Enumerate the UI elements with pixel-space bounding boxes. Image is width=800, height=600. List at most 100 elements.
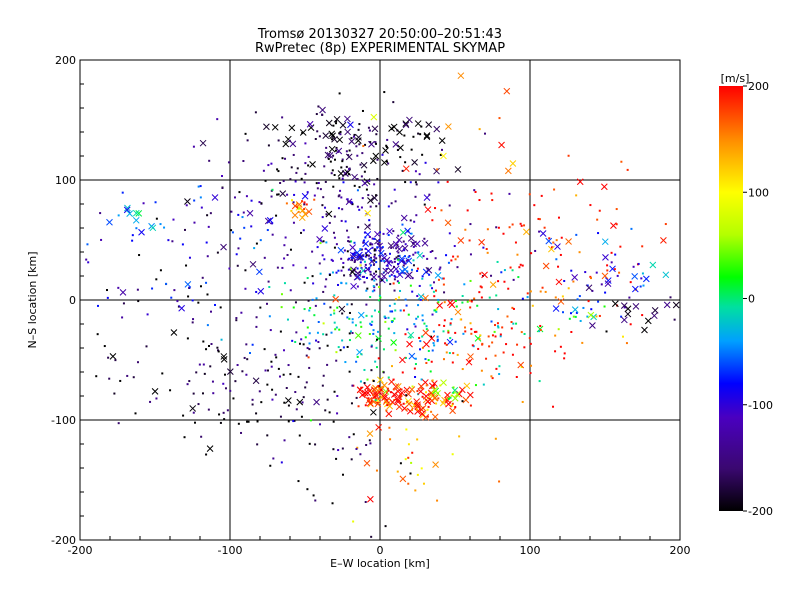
data-point-dot <box>423 203 426 206</box>
data-point-dot <box>401 371 404 374</box>
data-point-dot <box>336 394 339 397</box>
data-point-cross <box>288 124 296 132</box>
data-point-dot <box>283 439 286 442</box>
data-point-dot <box>480 369 483 372</box>
data-point-dot <box>432 330 435 333</box>
plot-area: -200 -100 0 100 200 -200 -100 0 100 200 <box>51 54 690 557</box>
data-point-cross <box>405 400 413 408</box>
data-point-cross <box>408 352 416 360</box>
data-point-dot <box>456 255 459 258</box>
data-point-cross <box>517 361 525 369</box>
data-point-dot <box>448 232 451 235</box>
data-point-dot <box>191 299 194 302</box>
data-point-dot <box>258 201 261 204</box>
data-point-dot <box>286 253 289 256</box>
data-point-dot <box>374 360 377 363</box>
data-point-dot <box>589 204 592 207</box>
data-point-cross <box>536 325 544 333</box>
data-point-dot <box>307 356 310 359</box>
data-point-dot <box>370 345 373 348</box>
data-point-dot <box>415 214 418 217</box>
data-point-dot <box>353 133 356 136</box>
data-point-dot <box>568 317 571 320</box>
data-point-dot <box>407 482 410 485</box>
data-point-dot <box>503 280 506 283</box>
data-point-dot <box>391 310 394 313</box>
data-point-dot <box>296 167 299 170</box>
data-point-cross <box>554 243 561 250</box>
data-point-dot <box>319 242 322 245</box>
data-point-dot <box>440 209 443 212</box>
data-point-dot <box>321 204 324 207</box>
data-point-dot <box>450 394 453 397</box>
data-point-dot <box>589 277 592 280</box>
data-point-cross <box>375 424 382 431</box>
data-point-dot <box>235 253 238 256</box>
data-point-dot <box>233 196 236 199</box>
data-point-dot <box>349 267 352 270</box>
data-point-dot <box>207 344 210 347</box>
data-point-dot <box>372 394 375 397</box>
data-point-dot <box>216 118 219 121</box>
y-tick-label: -100 <box>51 414 76 427</box>
data-point-dot <box>238 191 241 194</box>
data-point-dot <box>433 344 436 347</box>
data-point-dot <box>637 262 640 265</box>
data-point-dot <box>417 132 420 135</box>
data-point-dot <box>245 373 248 376</box>
x-axis-ticks: -200 -100 0 100 200 <box>68 536 691 557</box>
data-point-cross <box>383 397 391 404</box>
data-point-dot <box>490 274 493 277</box>
data-point-dot <box>117 286 120 289</box>
data-point-dot <box>95 375 98 378</box>
data-point-dot <box>369 322 372 325</box>
data-point-dot <box>403 255 406 258</box>
data-point-dot <box>374 141 377 144</box>
data-point-cross <box>380 381 388 389</box>
data-point-dot <box>539 328 542 331</box>
data-point-dot <box>328 411 331 414</box>
data-point-dot <box>433 295 436 298</box>
data-point-dot <box>358 271 361 274</box>
data-point-dot <box>481 342 484 345</box>
data-point-dot <box>552 241 555 244</box>
data-point-dot <box>432 384 435 387</box>
data-point-dot <box>370 259 373 262</box>
data-point-dot <box>473 189 476 192</box>
data-point-dot <box>488 345 491 348</box>
data-point-dot <box>282 180 285 183</box>
data-point-dot <box>347 268 350 271</box>
data-point-dot <box>418 284 421 287</box>
data-point-dot <box>362 254 365 257</box>
data-point-cross <box>503 87 511 95</box>
data-point-cross <box>316 235 323 243</box>
data-point-dot <box>398 296 401 299</box>
data-point-dot <box>376 366 379 369</box>
data-point-dot <box>339 130 342 133</box>
data-point-dot <box>351 332 354 335</box>
data-point-dot <box>335 122 338 125</box>
data-point-dot <box>384 320 387 323</box>
data-point-cross <box>371 194 378 202</box>
data-point-dot <box>363 270 366 273</box>
data-point-cross <box>124 204 131 212</box>
data-point-cross <box>319 106 326 114</box>
data-point-dot <box>529 372 532 375</box>
data-point-dot <box>161 372 164 375</box>
data-point-dot <box>424 358 427 361</box>
data-point-dot <box>311 298 314 301</box>
data-point-dot <box>405 428 408 431</box>
data-point-dot <box>409 181 412 184</box>
data-point-dot <box>345 282 348 285</box>
data-point-dot <box>490 375 493 378</box>
colorbar-tick-label: 100 <box>748 186 769 199</box>
data-point-dot <box>359 321 362 324</box>
data-point-dot <box>418 336 421 339</box>
data-point-cross <box>407 331 415 339</box>
data-point-dot <box>283 257 286 260</box>
data-point-dot <box>306 488 309 491</box>
y-tick-label: 0 <box>69 294 76 307</box>
data-point-dot <box>394 349 397 352</box>
data-point-dot <box>375 261 378 264</box>
data-point-dot <box>312 282 315 285</box>
